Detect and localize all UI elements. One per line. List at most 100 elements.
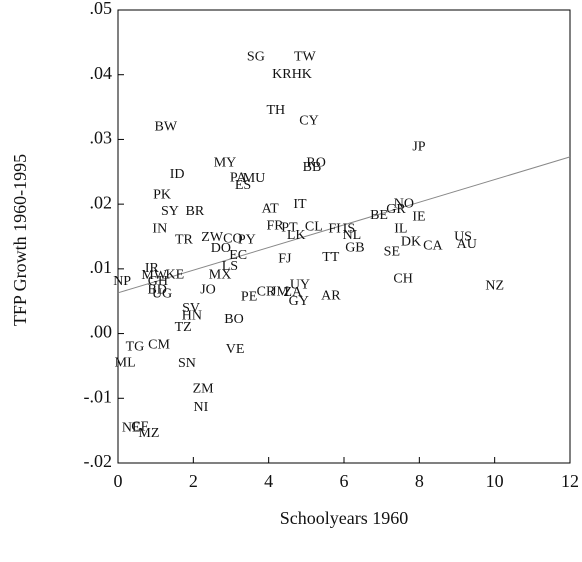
point-label: BO [224,312,243,327]
point-label: ES [235,178,251,193]
y-tick-label: .03 [90,128,113,148]
point-label: FR [267,218,285,233]
point-label: DK [401,235,421,250]
point-label: RO [306,156,325,171]
point-label: IT [293,197,307,212]
point-label: CA [423,238,443,253]
point-label: EC [229,248,247,263]
point-label: CF [131,420,148,435]
point-label: MU [243,171,266,186]
point-label: BB [303,160,322,175]
point-label: GY [289,294,309,309]
point-label: VE [226,342,245,357]
point-label: JO [200,282,216,297]
point-label: PY [238,233,256,248]
point-label: BW [155,119,178,134]
x-axis-label: Schoolyears 1960 [280,508,408,528]
y-axis-label: TFP Growth 1960-1995 [10,154,30,326]
point-label: TR [175,233,194,248]
point-label: BR [185,204,204,219]
x-tick-label: 4 [264,471,273,491]
point-label: DO [211,241,231,256]
point-label: JM [271,284,289,299]
point-label: BD [147,282,166,297]
y-tick-label: .00 [90,322,113,342]
x-tick-label: 10 [486,471,504,491]
point-label: MX [209,268,232,283]
point-label: HN [182,308,202,323]
point-label: UG [152,286,172,301]
point-label: IR [145,261,160,276]
point-label: ZM [193,381,215,396]
point-label: MW [141,268,167,283]
point-label: PE [241,290,257,305]
point-label: TW [294,49,317,64]
point-label: PT [281,220,298,235]
point-label: LK [287,228,306,243]
point-label: BE [370,208,388,223]
point-label: TT [322,250,340,265]
y-tick-label: -.02 [84,451,113,471]
point-label: TG [126,339,145,354]
point-label: PK [153,187,171,202]
point-label: GR [386,202,406,217]
point-label: NP [113,274,131,289]
y-tick-label: .05 [90,0,113,18]
point-label: ID [170,167,185,182]
point-label: AR [321,288,341,303]
point-label: IS [343,222,355,237]
point-label: TH [266,103,285,118]
trend-line [117,156,571,294]
point-label: SV [182,301,200,316]
point-label: SE [384,244,400,259]
point-label: AU [457,237,477,252]
point-label: CM [148,337,170,352]
point-label: JP [412,139,425,154]
x-tick-label: 12 [561,471,579,491]
point-label: SY [161,204,179,219]
point-label: US [454,229,472,244]
point-label: ZW [201,230,224,245]
point-label: NO [394,196,414,211]
point-label: AT [262,202,280,217]
point-label: PA [230,170,248,185]
point-label: NZ [485,279,504,294]
point-label: IE [412,209,425,224]
y-tick-label: .01 [90,257,113,277]
x-tick-label: 8 [415,471,424,491]
point-label: CR [257,284,276,299]
point-label: NE [122,420,141,435]
point-label: CO [223,231,242,246]
x-tick-label: 6 [340,471,349,491]
point-label: ML [115,356,136,371]
point-label: FI [328,222,341,237]
point-label: NI [193,400,208,415]
point-label: ZA [283,285,303,300]
point-label: MZ [138,426,159,441]
point-label: IN [152,222,167,237]
point-label: SG [247,49,265,64]
point-label: CY [299,114,318,129]
y-tick-label: .04 [90,63,113,83]
point-label: GH [148,274,168,289]
point-label: CL [305,220,323,235]
point-label: MY [214,156,237,171]
point-label: KE [166,268,185,283]
point-label: HK [292,67,312,82]
point-label: IL [394,222,407,237]
point-label: SN [178,356,196,371]
y-tick-label: -.01 [84,386,113,406]
x-tick-label: 2 [189,471,198,491]
point-label: LS [222,259,238,274]
point-label: TZ [175,320,192,335]
point-label: CH [393,271,412,286]
point-label: KR [272,67,292,82]
point-label: NL [343,228,362,243]
point-label: UY [290,277,310,292]
y-tick-label: .02 [90,192,113,212]
point-label: FJ [278,251,292,266]
x-tick-label: 0 [114,471,123,491]
point-label: GB [345,240,364,255]
